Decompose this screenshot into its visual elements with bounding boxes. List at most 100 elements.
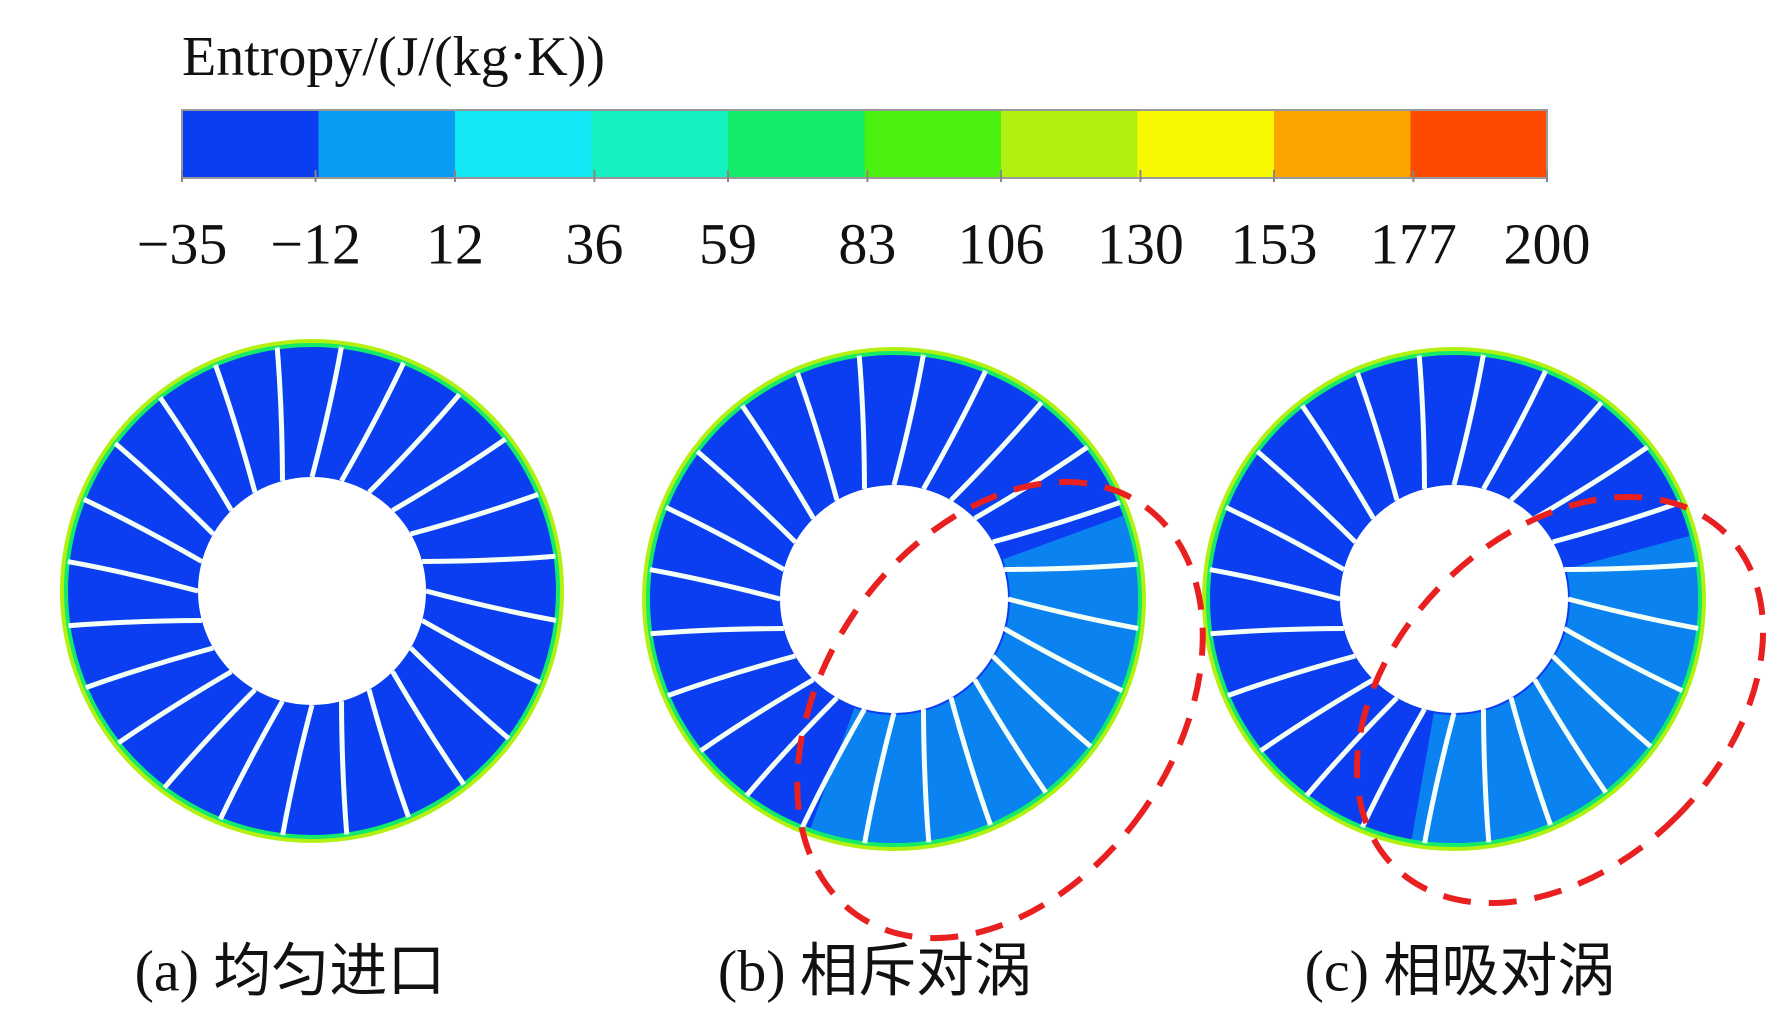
- blade: [1481, 709, 1492, 843]
- colorbar-segment: [591, 110, 729, 178]
- blade: [425, 588, 557, 623]
- colorbar: −35 −12 12 36 59 83 106 130 153 177 200: [137, 109, 1591, 276]
- blade: [1562, 626, 1684, 693]
- blade: [1451, 354, 1486, 486]
- blade: [1481, 369, 1548, 491]
- colorbar-tick-label: 36: [565, 211, 623, 276]
- hub: [780, 485, 1008, 713]
- colorbar-title: Entropy/(J/(kg·K)): [182, 26, 605, 88]
- blade: [1422, 712, 1457, 844]
- vortex-highlight: [794, 478, 1206, 942]
- contour-panels: [60, 339, 1767, 942]
- hub: [1340, 485, 1568, 713]
- blade: [410, 492, 540, 537]
- blade: [339, 701, 350, 835]
- blade: [1002, 626, 1124, 693]
- colorbar-tick-label: −12: [270, 211, 361, 276]
- hub: [198, 477, 426, 705]
- blade: [68, 618, 202, 629]
- impeller-contour: [60, 339, 564, 843]
- blade: [664, 505, 786, 572]
- blade: [1508, 697, 1553, 827]
- blade: [862, 712, 897, 844]
- blade: [274, 347, 285, 481]
- blade: [1532, 678, 1608, 794]
- blade: [1567, 596, 1699, 631]
- colorbar-segment: [728, 110, 865, 178]
- colorbar-segment: [1410, 110, 1548, 178]
- blade: [1004, 561, 1138, 572]
- blade: [1550, 654, 1653, 749]
- blade: [1355, 371, 1400, 501]
- blade: [1564, 561, 1698, 572]
- colorbar-tick-label: 106: [958, 211, 1045, 276]
- blade: [740, 404, 816, 520]
- blade: [82, 497, 204, 564]
- blade: [795, 371, 840, 501]
- panel-caption: (b) 相斥对涡: [718, 938, 1032, 1003]
- blade: [1255, 449, 1358, 544]
- blade: [948, 697, 993, 827]
- blade: [1552, 500, 1682, 545]
- colorbar-tick-label: 59: [699, 211, 757, 276]
- colorbar-frame: [181, 109, 1548, 179]
- blade: [921, 369, 988, 491]
- colorbar-tick-label: 153: [1231, 211, 1318, 276]
- colorbar-tick-label: 130: [1097, 211, 1184, 276]
- panel-caption: (a) 均匀进口: [135, 938, 446, 1003]
- blade: [1226, 653, 1356, 698]
- blade: [162, 687, 257, 790]
- blade: [422, 553, 556, 564]
- blade: [992, 500, 1122, 545]
- panel-caption: (c) 相吸对涡: [1305, 938, 1616, 1003]
- impeller-contour: [1202, 347, 1706, 851]
- blade: [1210, 626, 1344, 637]
- blade: [366, 689, 411, 819]
- blade: [309, 346, 344, 478]
- impeller-contour: [642, 347, 1146, 851]
- blade: [1509, 400, 1604, 503]
- blade: [420, 618, 542, 685]
- colorbar-tick-label: −35: [137, 211, 228, 276]
- blade: [949, 400, 1044, 503]
- blade: [218, 699, 285, 821]
- blade: [972, 678, 1048, 794]
- blade: [891, 354, 926, 486]
- blade: [1304, 695, 1399, 798]
- colorbar-segment: [455, 110, 592, 178]
- colorbar-segment: [182, 110, 319, 178]
- blade: [67, 559, 199, 594]
- blade: [117, 669, 233, 745]
- blade: [113, 441, 216, 536]
- blade: [84, 645, 214, 690]
- colorbar-tick-label: 177: [1370, 211, 1457, 276]
- colorbar-tick-label: 83: [838, 211, 896, 276]
- blade: [280, 704, 315, 836]
- blade: [1007, 596, 1139, 631]
- blade: [391, 437, 507, 513]
- colorbar-segment: [1001, 110, 1138, 178]
- blade: [800, 707, 867, 829]
- colorbar-segment: [318, 110, 456, 178]
- blade: [856, 355, 867, 489]
- blade: [649, 567, 781, 602]
- vortex-highlight: [1353, 493, 1767, 907]
- colorbar-segment: [1137, 110, 1275, 178]
- blade: [1224, 505, 1346, 572]
- blade: [213, 363, 258, 493]
- blade: [650, 626, 784, 637]
- colorbar-tick-label: 200: [1504, 211, 1591, 276]
- blade: [1259, 677, 1375, 753]
- blade: [1300, 404, 1376, 520]
- colorbar-segment: [1274, 110, 1411, 178]
- blade: [1360, 707, 1427, 829]
- blade: [1209, 567, 1341, 602]
- blade: [695, 449, 798, 544]
- blade: [158, 396, 234, 512]
- high-entropy-zone: [810, 515, 1138, 843]
- colorbar-segment: [864, 110, 1002, 178]
- colorbar-tick-label: 12: [426, 211, 484, 276]
- blade: [744, 695, 839, 798]
- blade: [699, 677, 815, 753]
